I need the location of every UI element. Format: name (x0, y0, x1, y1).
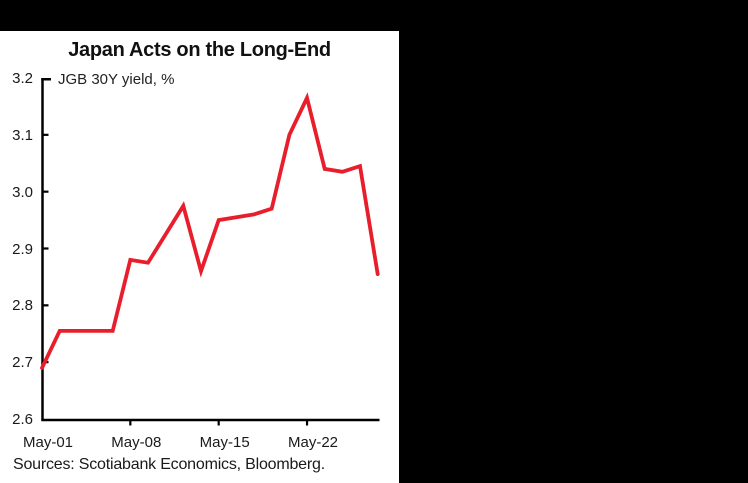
line-chart (40, 78, 380, 426)
yield-series-line (40, 92, 380, 370)
y-axis-tick-label: 3.2 (12, 70, 33, 87)
y-axis-tick-label: 3.1 (12, 126, 33, 144)
x-axis-tick-label: May-01 (22, 434, 74, 451)
y-axis-unit-label: JGB 30Y yield, % (58, 71, 175, 88)
y-axis-tick-label: 2.7 (12, 354, 33, 372)
y-axis-tick-label: 3.0 (12, 183, 33, 201)
y-axis-tick-label: 2.6 (12, 411, 33, 428)
chart-title: Japan Acts on the Long-End (68, 39, 331, 61)
source-note: Sources: Scotiabank Economics, Bloomberg… (13, 456, 325, 473)
x-axis-tick-label: May-08 (111, 434, 162, 451)
chart-panel: Japan Acts on the Long-End JGB 30Y yield… (0, 31, 399, 483)
x-axis-tick-label: May-15 (199, 434, 250, 451)
y-axis-tick-label: 2.8 (12, 297, 33, 315)
x-axis-tick-label: May-22 (287, 434, 339, 451)
y-axis-tick-label: 2.9 (12, 240, 33, 258)
